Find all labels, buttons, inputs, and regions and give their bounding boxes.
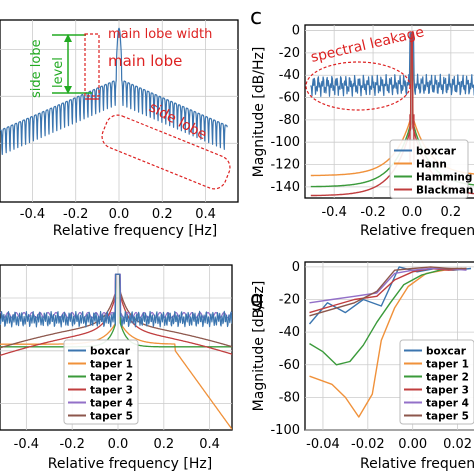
x-tick-labels: -0.04 -0.02 0.00 0.02	[306, 437, 472, 452]
x-tick-label: 0.0	[109, 207, 130, 222]
panel-c: c 0 -20 -40 -60 -80 -100 -120 -140 -0.4 -0.2 0.0 0…	[250, 5, 474, 239]
y-tick-label: -140	[270, 180, 300, 195]
side-lobe-level-label: side lobe	[29, 39, 44, 98]
x-tick-labels: -0.4 -0.2 0.0 0.2 0.4	[20, 207, 216, 222]
panel-g: g 0 -20 -40 -60 -80 -100 -0.04 -0.02 0.00 0.02 M…	[250, 260, 474, 472]
legend-label: Hamming	[416, 172, 472, 184]
y-axis-label: Magnitude [dB/Hz]	[251, 281, 267, 412]
x-tick-label: 0.0	[402, 205, 423, 220]
taper-5-line	[309, 266, 467, 317]
x-tick-label: -0.2	[59, 437, 84, 452]
x-tick-label: 0.4	[199, 437, 220, 452]
x-tick-label: -0.04	[306, 437, 340, 452]
legend-box	[389, 139, 469, 199]
series-lines	[308, 266, 472, 418]
y-tick-label: -40	[279, 325, 300, 340]
y-tick-labels: 0 -20 -40 -60 -80 -100	[270, 260, 300, 438]
y-tick-label: -100	[270, 135, 300, 150]
x-tick-label: 0.0	[108, 437, 129, 452]
x-tick-label: -0.4	[321, 205, 346, 220]
x-tick-labels: -0.4 -0.2 0.0 0.2 0.4	[14, 437, 220, 452]
panel-bottom-left: -0.4 -0.2 0.0 0.2 0.4 Relative frequency [Hz…	[0, 264, 233, 472]
legend-label: boxcar	[90, 346, 131, 358]
y-tick-label: -40	[279, 68, 300, 83]
y-tick-label: 0	[292, 260, 300, 275]
arrow-up-icon	[64, 34, 72, 42]
legend-label: taper 3	[90, 385, 133, 397]
legend-label: taper 3	[426, 385, 469, 397]
x-axis-label: Relative frequenc	[360, 223, 474, 239]
legend-label: taper 5	[90, 411, 133, 423]
panel-letter-g: g	[250, 287, 264, 312]
level-label: level	[51, 57, 66, 88]
series-lines	[0, 273, 232, 430]
x-tick-label: 0.4	[195, 207, 216, 222]
x-tick-label: -0.02	[351, 437, 385, 452]
legend-label: taper 4	[90, 398, 133, 410]
panel-top-left: -0.4 -0.2 0.0 0.2 0.4 Relative frequency [Hz…	[0, 19, 239, 239]
legend-label: taper 1	[426, 359, 469, 371]
y-tick-label: -80	[279, 113, 300, 128]
y-axis-label: Magnitude [dB/Hz]	[251, 47, 267, 178]
x-tick-label: -0.2	[360, 205, 385, 220]
x-tick-label: 0.02	[443, 437, 472, 452]
x-axis-label: Relative frequency [Hz]	[53, 223, 217, 239]
legend-label: taper 4	[426, 398, 469, 410]
x-tick-label: 0.2	[440, 205, 461, 220]
legend-label: Blackman	[416, 185, 473, 197]
x-axis-label: Relative frequency [Hz]	[48, 456, 212, 472]
legend-label: taper 2	[426, 372, 469, 384]
series-lines	[0, 27, 228, 155]
legend-label: taper 5	[426, 411, 469, 423]
x-tick-label: 0.2	[152, 207, 173, 222]
arrow-down-icon	[64, 86, 72, 94]
boxcar-line	[0, 273, 232, 328]
y-tick-label: -20	[279, 293, 300, 308]
legend-label: taper 2	[90, 372, 133, 384]
y-tick-label: -120	[270, 158, 300, 173]
y-tick-label: -100	[270, 423, 300, 438]
legend-label: Hann	[416, 159, 447, 171]
side-lobe-region-box	[101, 114, 231, 190]
legend-label: boxcar	[416, 146, 457, 158]
x-tick-label: -0.4	[20, 207, 45, 222]
main-lobe-width-label: main lobe width	[108, 27, 212, 42]
x-tick-label: 0.2	[153, 437, 174, 452]
x-tick-label: -0.2	[63, 207, 88, 222]
taper-3-line	[309, 267, 467, 314]
y-tick-label: -20	[279, 46, 300, 61]
y-tick-labels: 0 -20 -40 -60 -80 -100 -120 -140	[270, 24, 300, 195]
x-axis-label: Relative frequenc	[360, 456, 474, 472]
legend-label: boxcar	[426, 346, 467, 358]
x-tick-label: -0.4	[14, 437, 39, 452]
panel-letter-c: c	[250, 5, 262, 30]
x-tick-labels: -0.4 -0.2 0.0 0.2	[321, 205, 461, 220]
y-tick-label: -60	[279, 358, 300, 373]
spectral-leakage-ellipse	[305, 61, 411, 111]
boxcar-line	[0, 27, 228, 155]
y-tick-label: 0	[292, 24, 300, 39]
y-tick-label: -60	[279, 91, 300, 106]
main-lobe-label: main lobe	[108, 52, 182, 70]
y-tick-label: -80	[279, 390, 300, 405]
legend-label: taper 1	[90, 359, 133, 371]
boxcar-line	[310, 32, 474, 97]
taper-2-line	[309, 267, 458, 366]
main-lobe-box	[84, 33, 100, 97]
x-tick-label: 0.00	[398, 437, 427, 452]
